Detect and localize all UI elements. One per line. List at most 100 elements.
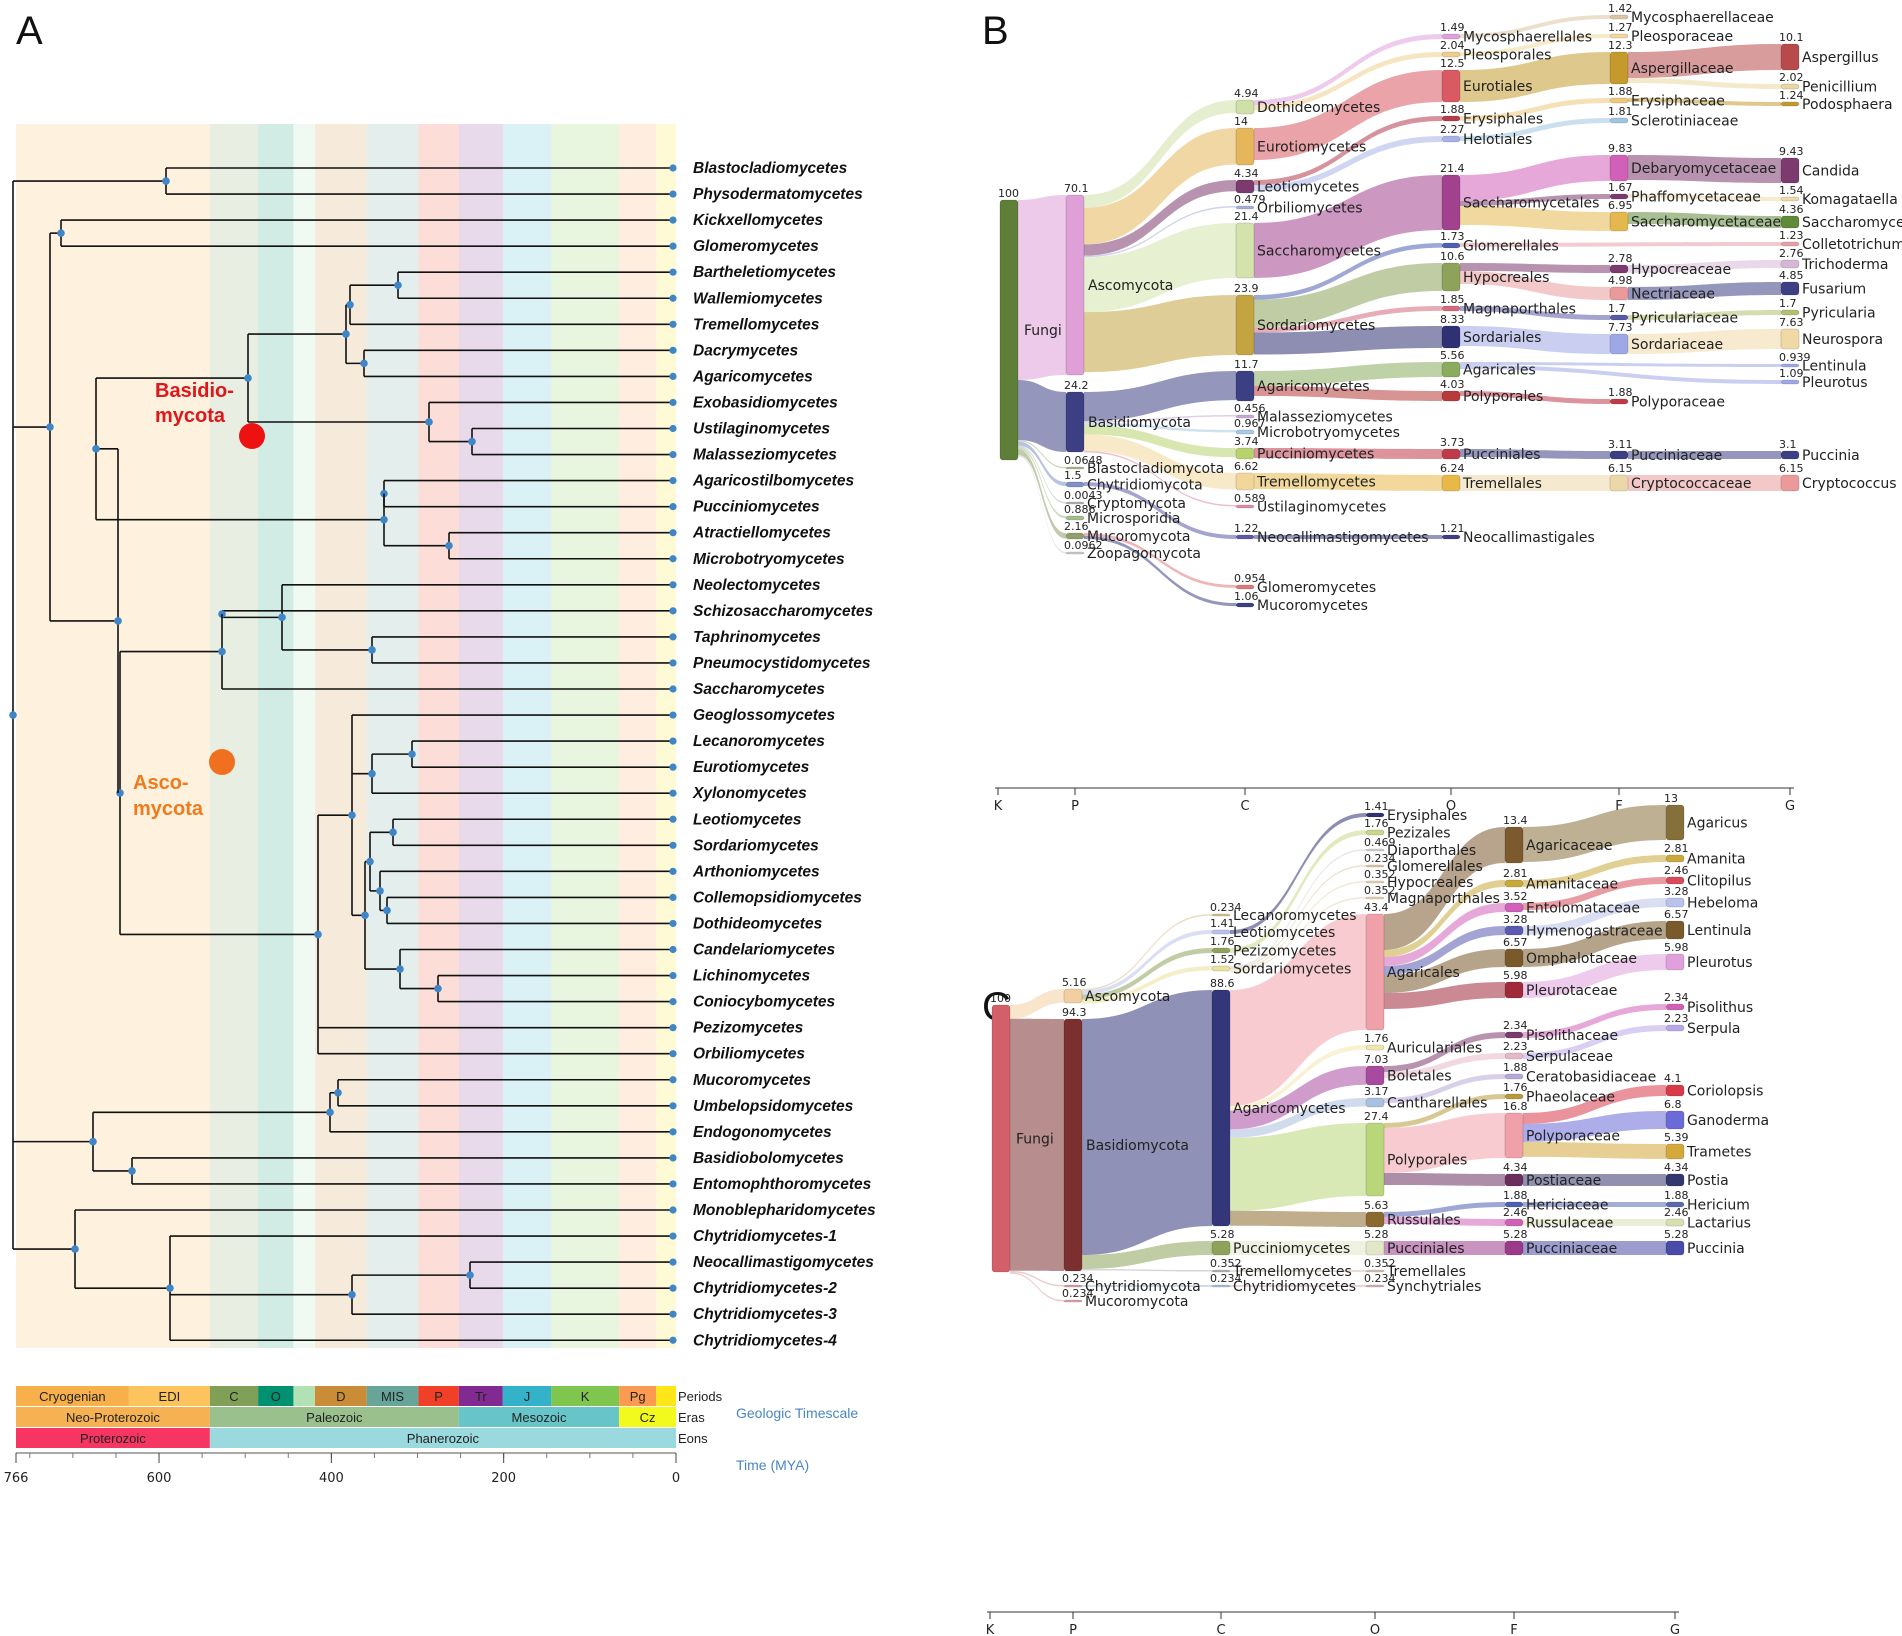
node-fungi: [991, 1004, 1011, 1273]
tip-node: [669, 867, 677, 875]
node-value-pisolithus: 2.34: [1664, 991, 1689, 1004]
node-label-blastocladiomycota: Blastocladiomycota: [1087, 461, 1224, 477]
flow-entolomataceae-to-clitopilus: [1523, 877, 1666, 910]
node-label-sordariaceae: Sordariaceae: [1631, 337, 1723, 353]
node-synchytriales: [1365, 1284, 1385, 1288]
node-value-mycosphaerellales: 1.49: [1440, 21, 1465, 34]
node-value-serpula: 2.23: [1664, 1012, 1689, 1025]
node-label-basidiomycota: Basidiomycota: [1088, 415, 1191, 431]
node-value-phaffomycetaceae: 1.67: [1608, 181, 1633, 194]
node-amanitaceae: [1504, 879, 1524, 888]
flow-erysiphales-to-erysiphaceae: [1460, 98, 1610, 121]
node-omphalotaceae: [1504, 948, 1524, 968]
node-dothideomycetes: [1235, 99, 1255, 115]
node-debaryomycetaceae: [1609, 154, 1629, 182]
node-label-polyporaceae: Polyporaceae: [1526, 1129, 1620, 1145]
taxon-label: Lecanoromycetes: [693, 733, 825, 750]
flow-fungi-to-ascomycota: [1018, 195, 1066, 380]
basidiomycota-label-line1: Basidio-: [155, 380, 234, 402]
panel-b-nodes: 100 Fungi 70.1 Ascomycota 24.2 Basidiomycota 0…: [998, 2, 1902, 614]
node-aspergillaceae: [1609, 51, 1629, 85]
node-label-leotiomycetes: Leotiomycetes: [1233, 925, 1335, 941]
flow-ascomycota-to-sordariomycetes: [1084, 295, 1236, 373]
node-label-diaporthales: Diaporthales: [1387, 843, 1476, 859]
timescale-label: Proterozoic: [80, 1431, 146, 1446]
node-eurotiales: [1441, 69, 1461, 103]
flow-saccharomycetes-to-saccharomycetales: [1254, 175, 1442, 278]
internal-node: [376, 887, 384, 895]
node-label-pisolithus: Pisolithus: [1687, 1000, 1753, 1016]
tip-node: [669, 529, 677, 537]
node-value-pyricularia: 1.7: [1779, 297, 1797, 310]
flow-leotiomycetes-to-erysiphales: [1254, 116, 1442, 185]
node-amanita: [1665, 854, 1685, 863]
node-label-hebeloma: Hebeloma: [1687, 896, 1758, 912]
node-label-pleurotus: Pleurotus: [1687, 955, 1753, 971]
node-value-basidiomycota: 24.2: [1064, 379, 1089, 392]
taxon-label: Pezizomycetes: [693, 1020, 804, 1037]
node-label-sordariomycetes: Sordariomycetes: [1233, 962, 1351, 978]
node-cryptococcaceae: [1609, 474, 1629, 492]
tip-node: [669, 1284, 677, 1292]
node-value-pucciniomycetes: 5.28: [1210, 1228, 1235, 1241]
node-label-erysiphales: Erysiphales: [1387, 808, 1467, 824]
tip-node: [669, 1310, 677, 1318]
internal-node: [396, 965, 404, 973]
tip-node: [669, 659, 677, 667]
node-sordariaceae: [1609, 333, 1629, 355]
flow-sordariomycetes-to-magnaporthales: [1230, 897, 1366, 973]
node-pucciniales: [1365, 1240, 1385, 1256]
node-phaffomycetaceae: [1609, 193, 1629, 200]
ascomycota-label-line1: Asco-: [133, 772, 189, 794]
node-mycosphaerellales: [1441, 33, 1461, 40]
tip-node: [669, 711, 677, 719]
panel-b-label: B: [982, 9, 1009, 53]
node-erysiphaceae: [1609, 97, 1629, 104]
rank-axis-label-f: F: [1510, 1623, 1517, 1636]
timescale-periods-edi: [128, 1386, 210, 1406]
node-value-fungi: 100: [990, 992, 1011, 1005]
ascomycota-node-dot: [209, 749, 235, 775]
taxon-label: Collemopsidiomycetes: [693, 889, 862, 906]
band-mis: [366, 124, 419, 1348]
node-value-saccharomyces: 4.36: [1779, 203, 1804, 216]
flow-nectriaceae-to-fusarium: [1628, 282, 1781, 300]
timescale-eras-paleozoic: [209, 1407, 459, 1427]
node-label-fungi: Fungi: [1016, 1132, 1054, 1148]
node-label-ganoderma: Ganoderma: [1687, 1113, 1769, 1129]
flow-dothideomycetes-to-mycosphaerellales: [1254, 34, 1442, 105]
timescale-label: Phanerozoic: [407, 1431, 480, 1446]
node-label-ascomycota: Ascomycota: [1085, 989, 1170, 1005]
flow-sordariales-to-sordariaceae: [1460, 326, 1610, 354]
node-value-pucciniales: 5.28: [1364, 1228, 1389, 1241]
node-label-nectriaceae: Nectriaceae: [1631, 287, 1715, 303]
flow-polyporales-to-postiaceae: [1384, 1173, 1505, 1186]
internal-node: [326, 1108, 334, 1117]
node-value-ascomycota: 5.16: [1062, 976, 1087, 989]
flow-russulaceae-to-lactarius: [1523, 1219, 1666, 1226]
flow-ascomycota-to-eurotiomycetes: [1084, 128, 1236, 245]
node-value-lentinula: 0.939: [1779, 351, 1811, 364]
flow-cantharellales-to-ceratobasidiaceae: [1384, 1074, 1505, 1103]
tip-node: [669, 216, 677, 224]
rank-axis-label-k: K: [994, 799, 1003, 814]
node-candida: [1780, 157, 1800, 184]
node-hypocreaceae: [1609, 264, 1629, 274]
tip-node: [669, 242, 677, 250]
node-value-sclerotiniaceae: 1.81: [1608, 105, 1633, 118]
flow-ascomycota-to-orbiliomycetes: [1084, 206, 1236, 258]
flow-saccharomycetales-to-phaffomycetaceae: [1460, 194, 1610, 206]
internal-node: [468, 437, 476, 446]
time-axis-tick-label: 600: [147, 1471, 172, 1486]
node-value-polyporales: 4.03: [1440, 378, 1465, 391]
flow-russulales-to-hericiaceae: [1384, 1202, 1505, 1217]
time-axis-tick-label: 0: [672, 1471, 680, 1486]
band-p: [418, 124, 459, 1348]
node-value-colletotrichum: 1.23: [1779, 229, 1804, 242]
tip-node: [669, 945, 677, 954]
taxon-label: Xylonomycetes: [692, 785, 807, 802]
node-cryptococcus: [1780, 474, 1800, 492]
node-polyporales: [1441, 390, 1461, 402]
rank-axis-label-g: G: [1785, 799, 1795, 814]
node-value-hypocreales: 0.352: [1364, 868, 1396, 881]
